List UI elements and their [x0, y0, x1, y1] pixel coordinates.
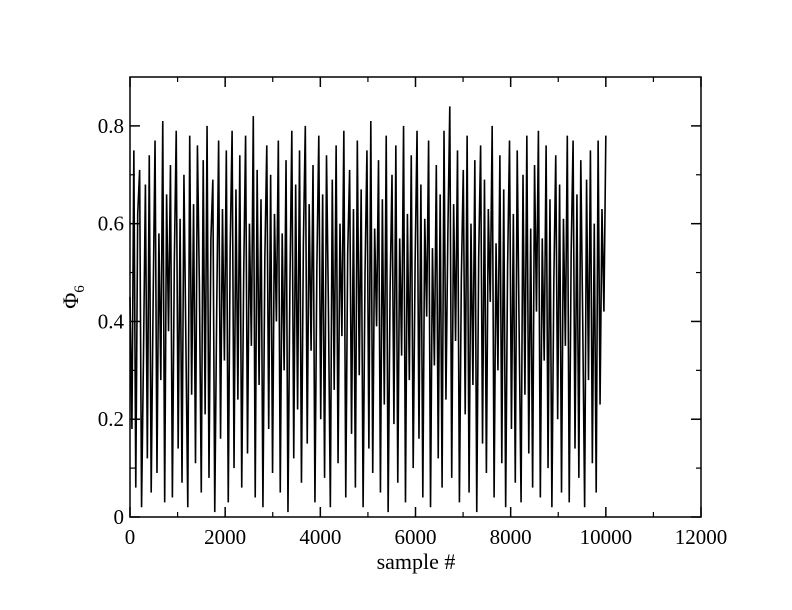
y-tick-label: 0.6 [98, 212, 124, 236]
y-axis-label-subscript: 6 [72, 285, 88, 293]
x-tick-label: 12000 [675, 525, 728, 549]
x-tick-label: 2000 [204, 525, 246, 549]
y-axis-label: Φ6 [58, 285, 88, 309]
y-axis-label-symbol: Φ [58, 293, 83, 309]
y-tick-label: 0 [114, 505, 125, 529]
series-group [129, 106, 607, 513]
y-tick-label: 0.2 [98, 407, 124, 431]
y-tick-label: 0.8 [98, 114, 124, 138]
x-tick-label: 6000 [395, 525, 437, 549]
x-tick-label: 0 [125, 525, 136, 549]
x-tick-label: 10000 [580, 525, 633, 549]
y-tick-label: 0.4 [98, 309, 125, 333]
x-tick-label: 8000 [490, 525, 532, 549]
x-tick-label: 4000 [299, 525, 341, 549]
x-axis-label: sample # [377, 549, 456, 574]
x-axis-ticks: 0 2000 4000 6000 8000 10000 12000 [125, 77, 728, 549]
y-axis-ticks: 0 0.2 0.4 0.6 0.8 [98, 114, 701, 529]
series-line-0 [129, 106, 607, 513]
